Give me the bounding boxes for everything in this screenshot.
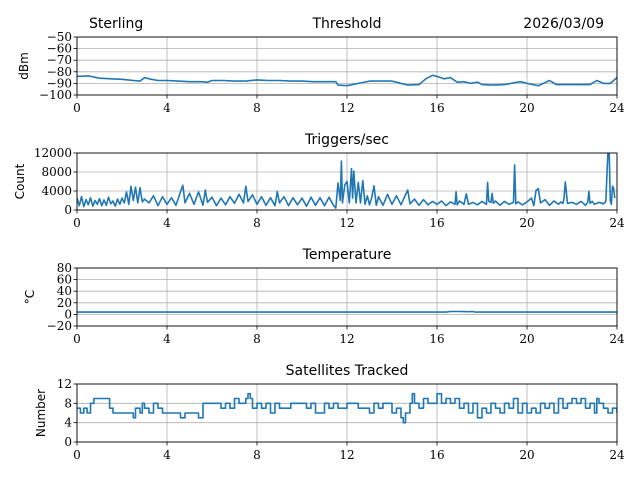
x-tick-label: 0 [73,101,81,115]
y-tick-label: −50 [47,30,72,44]
x-tick-label: 0 [73,448,81,462]
x-tick-label: 8 [253,101,261,115]
x-tick-label: 16 [429,101,444,115]
y-tick-label: −20 [47,319,72,333]
axes-frame [76,36,618,96]
axes-frame [76,152,618,211]
y-tick-label: −90 [47,76,72,90]
y-tick-label: 12000 [34,146,72,160]
y-tick-label: 60 [57,273,72,287]
x-tick-label: 12 [339,216,354,230]
y-tick-label: 40 [57,284,72,298]
y-tick-label: 0 [64,435,72,449]
subplot-threshold: 0 4 8 12 16 20 24 −100−90−80−70−60−50 Threshold d… [17,16,625,115]
x-tick-label: 4 [163,101,171,115]
series-line [77,392,617,424]
x-tick-label: 20 [519,101,534,115]
series-line [77,310,617,313]
series-line [77,153,616,209]
y-tick-label: 80 [57,261,72,275]
y-tick-label: −60 [47,42,72,56]
date-label: 2026/03/09 [523,16,604,32]
y-axis-label: °C [23,290,37,304]
x-tick-label: 8 [253,448,261,462]
x-tick-label: 24 [609,101,625,115]
x-tick-label: 0 [73,332,81,346]
y-tick-label: 0 [64,203,72,217]
subplot-satellites-tracked: 0 4 8 12 16 20 24 0 4 8 12 Satellites Tracked Number [34,363,625,462]
x-tick-label: 12 [339,448,354,462]
x-tick-label: 16 [429,216,444,230]
y-tick-label: 12 [57,377,72,391]
y-tick-label: 0 [64,307,72,321]
subplot-title: Threshold [312,16,382,32]
y-tick-label: −100 [39,88,72,102]
y-axis-label: dBm [17,52,31,80]
y-tick-label: 8 [64,396,72,410]
x-tick-label: 20 [519,332,534,346]
x-tick-label: 24 [609,448,625,462]
y-tick-label: 20 [57,296,72,310]
x-tick-label: 8 [253,216,261,230]
axes-frame [76,383,618,443]
x-tick-label: 20 [519,216,534,230]
x-tick-label: 4 [163,216,171,230]
y-tick-label: 4000 [41,184,72,198]
y-tick-label: −70 [47,53,72,67]
x-tick-label: 24 [609,332,625,346]
subplot-title: Temperature [302,247,392,263]
subplot-triggers-sec: 0 4 8 12 16 20 24 0 4000 8000 12000 Triggers/sec Cou… [13,132,625,230]
x-tick-label: 20 [519,448,534,462]
axes-frame [76,267,618,327]
x-tick-label: 12 [339,332,354,346]
x-tick-label: 4 [163,448,171,462]
x-tick-label: 0 [73,216,81,230]
y-axis-label: Count [13,163,27,199]
subplot-title: Satellites Tracked [286,363,409,379]
station-label: Sterling [89,16,143,32]
x-tick-label: 16 [429,332,444,346]
y-tick-label: 8000 [41,165,72,179]
series-line [77,74,617,87]
y-tick-label: −80 [47,65,72,79]
y-axis-label: Number [34,389,48,437]
x-tick-label: 16 [429,448,444,462]
y-tick-label: 4 [64,416,72,430]
x-tick-label: 8 [253,332,261,346]
x-tick-label: 12 [339,101,354,115]
x-tick-label: 24 [609,216,625,230]
subplot-title: Triggers/sec [304,132,389,148]
x-tick-label: 4 [163,332,171,346]
